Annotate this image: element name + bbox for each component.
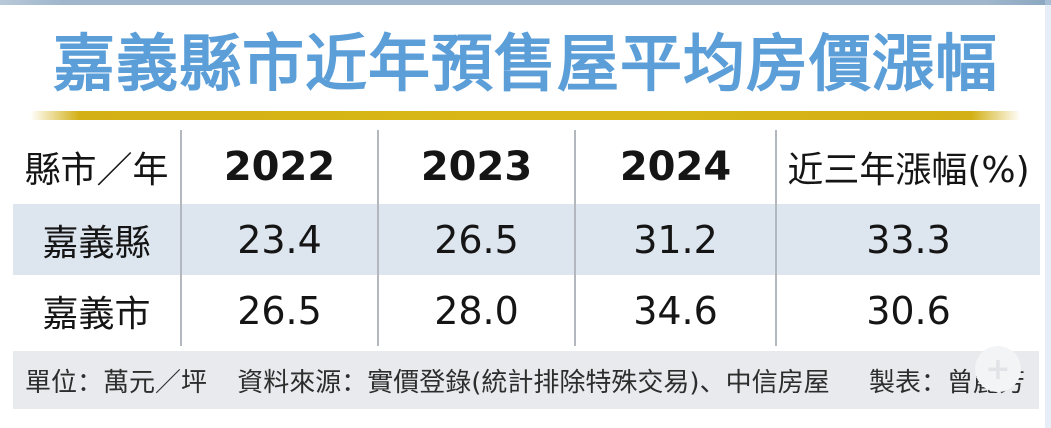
title-area: 嘉義縣市近年預售屋平均房價漲幅	[0, 5, 1051, 111]
cell-value: 26.5	[180, 275, 378, 346]
header-cell-2022: 2022	[180, 130, 378, 204]
cell-value: 30.6	[775, 275, 1040, 346]
price-table: 縣市／年 2022 2023 2024 近三年漲幅(%) 嘉義縣 23.4 26…	[13, 130, 1040, 346]
header-cell-2023: 2023	[377, 130, 575, 204]
header-cell-3yr-change: 近三年漲幅(%)	[775, 130, 1040, 204]
table-row-chiayi-county: 嘉義縣 23.4 26.5 31.2 33.3	[13, 204, 1040, 275]
cell-value: 28.0	[377, 275, 575, 346]
cell-value: 26.5	[377, 204, 575, 275]
header-cell-city-year: 縣市／年	[13, 130, 181, 204]
cell-value: 23.4	[180, 204, 378, 275]
footer-bar: 單位：萬元／坪 資料來源：實價登錄(統計排除特殊交易)、中信房屋 製表：曾麗芳	[13, 351, 1039, 409]
footer-unit-note: 單位：萬元／坪	[25, 367, 208, 398]
row-label: 嘉義市	[42, 293, 151, 335]
cell-value: 34.6	[574, 275, 776, 346]
header-cell-2024: 2024	[574, 130, 776, 204]
row-label: 嘉義縣	[42, 222, 151, 264]
price-table-wrap: 縣市／年 2022 2023 2024 近三年漲幅(%) 嘉義縣 23.4 26…	[13, 130, 1040, 346]
top-border-bar	[0, 0, 1051, 5]
footer-credit: 製表：曾麗芳	[868, 367, 1025, 398]
footer-source-note: 資料來源：實價登錄(統計排除特殊交易)、中信房屋	[237, 367, 830, 398]
cell-value: 31.2	[574, 204, 776, 275]
page-title: 嘉義縣市近年預售屋平均房價漲幅	[52, 27, 998, 100]
gold-divider-bar	[30, 111, 1021, 120]
header-row: 縣市／年 2022 2023 2024 近三年漲幅(%)	[13, 130, 1040, 204]
cell-value: 33.3	[775, 204, 1040, 275]
table-row-chiayi-city: 嘉義市 26.5 28.0 34.6 30.6	[13, 275, 1040, 346]
footer-left-group: 單位：萬元／坪 資料來源：實價登錄(統計排除特殊交易)、中信房屋	[25, 362, 830, 399]
